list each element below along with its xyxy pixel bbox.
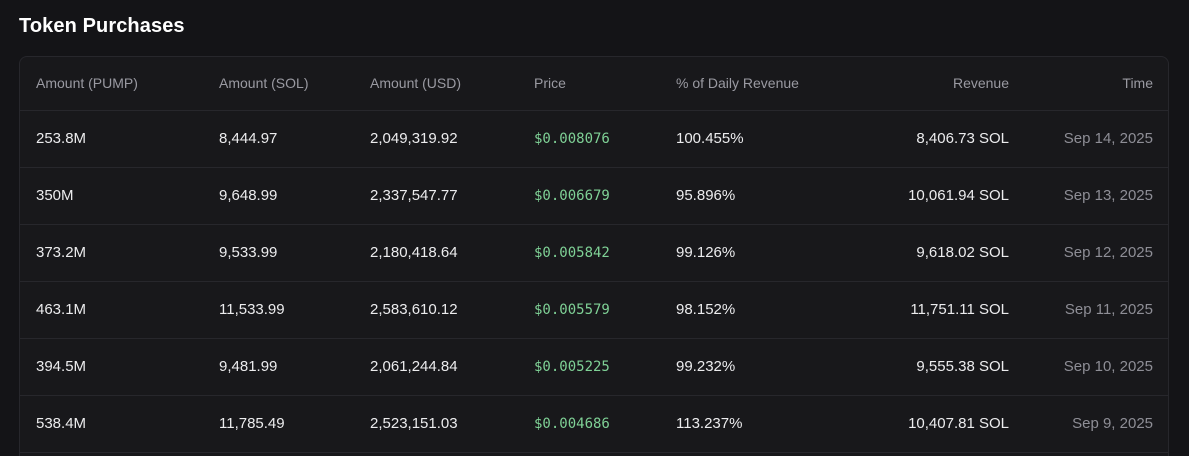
- cell-amount-usd: 2,061,244.84: [370, 338, 534, 396]
- cell-time: Sep 9, 2025: [1009, 395, 1168, 453]
- cell-pct-daily-revenue: 113.237%: [676, 395, 841, 453]
- cell-revenue: 8,406.73 SOL: [841, 110, 1009, 168]
- table-row: 394.5M 9,481.99 2,061,244.84 $0.005225 9…: [20, 338, 1168, 396]
- cell-amount-sol: 9,481.99: [219, 338, 370, 396]
- cell-amount-usd: 2,583,610.12: [370, 281, 534, 339]
- cell-time: Sep 13, 2025: [1009, 167, 1168, 225]
- column-header-amount-pump: Amount (PUMP): [20, 57, 219, 111]
- cell-amount-sol: 9,533.99: [219, 224, 370, 282]
- token-purchases-table-card: Amount (PUMP) Amount (SOL) Amount (USD) …: [19, 56, 1169, 456]
- cell-price: $0.005579: [534, 281, 676, 339]
- table-row: 253.8M 8,444.97 2,049,319.92 $0.008076 1…: [20, 110, 1168, 168]
- table-row: 350M 9,648.99 2,337,547.77 $0.006679 95.…: [20, 167, 1168, 225]
- column-header-time: Time: [1009, 57, 1168, 111]
- cell-pct-daily-revenue: 95.896%: [676, 167, 841, 225]
- column-header-amount-sol: Amount (SOL): [219, 57, 370, 111]
- cell-pct-daily-revenue: 99.232%: [676, 338, 841, 396]
- cell-pct-daily-revenue: 99.126%: [676, 224, 841, 282]
- table-row: 373.2M 9,533.99 2,180,418.64 $0.005842 9…: [20, 224, 1168, 282]
- cell-price: $0.006679: [534, 167, 676, 225]
- cell-amount-pump: 253.8M: [20, 110, 219, 168]
- cell-amount-pump: 394.5M: [20, 338, 219, 396]
- token-purchases-table: Amount (PUMP) Amount (SOL) Amount (USD) …: [20, 57, 1168, 453]
- cell-amount-usd: 2,180,418.64: [370, 224, 534, 282]
- section-title: Token Purchases: [19, 15, 185, 37]
- cell-time: Sep 14, 2025: [1009, 110, 1168, 168]
- cell-pct-daily-revenue: 100.455%: [676, 110, 841, 168]
- column-header-amount-usd: Amount (USD): [370, 57, 534, 111]
- cell-amount-pump: 350M: [20, 167, 219, 225]
- cell-revenue: 9,618.02 SOL: [841, 224, 1009, 282]
- cell-amount-pump: 538.4M: [20, 395, 219, 453]
- table-row: 463.1M 11,533.99 2,583,610.12 $0.005579 …: [20, 281, 1168, 339]
- cell-price: $0.005842: [534, 224, 676, 282]
- cell-time: Sep 11, 2025: [1009, 281, 1168, 339]
- table-row: 538.4M 11,785.49 2,523,151.03 $0.004686 …: [20, 395, 1168, 453]
- cell-amount-usd: 2,049,319.92: [370, 110, 534, 168]
- column-header-price: Price: [534, 57, 676, 111]
- cell-revenue: 11,751.11 SOL: [841, 281, 1009, 339]
- cell-amount-sol: 11,785.49: [219, 395, 370, 453]
- cell-amount-usd: 2,523,151.03: [370, 395, 534, 453]
- table-header-row: Amount (PUMP) Amount (SOL) Amount (USD) …: [20, 57, 1168, 111]
- cell-price: $0.005225: [534, 338, 676, 396]
- cell-price: $0.008076: [534, 110, 676, 168]
- cell-amount-usd: 2,337,547.77: [370, 167, 534, 225]
- cell-price: $0.004686: [534, 395, 676, 453]
- column-header-pct-daily-revenue: % of Daily Revenue: [676, 57, 841, 111]
- cell-amount-sol: 9,648.99: [219, 167, 370, 225]
- cell-time: Sep 12, 2025: [1009, 224, 1168, 282]
- cell-amount-pump: 463.1M: [20, 281, 219, 339]
- cell-pct-daily-revenue: 98.152%: [676, 281, 841, 339]
- cell-amount-sol: 11,533.99: [219, 281, 370, 339]
- cell-amount-sol: 8,444.97: [219, 110, 370, 168]
- column-header-revenue: Revenue: [841, 57, 1009, 111]
- cell-revenue: 10,061.94 SOL: [841, 167, 1009, 225]
- cell-revenue: 9,555.38 SOL: [841, 338, 1009, 396]
- cell-revenue: 10,407.81 SOL: [841, 395, 1009, 453]
- cell-amount-pump: 373.2M: [20, 224, 219, 282]
- cell-time: Sep 10, 2025: [1009, 338, 1168, 396]
